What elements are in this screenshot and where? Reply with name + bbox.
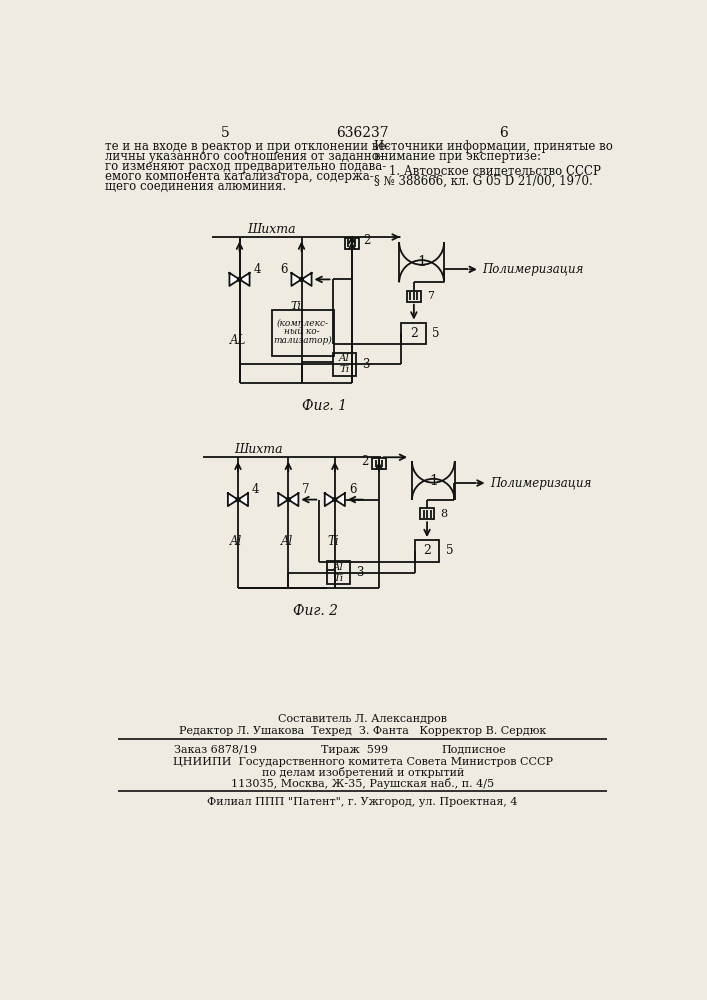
Text: Редактор Л. Ушакова  Техред  З. Фанта   Корректор В. Сердюк: Редактор Л. Ушакова Техред З. Фанта Корр… bbox=[179, 726, 547, 736]
Circle shape bbox=[300, 277, 303, 281]
Text: Составитель Л. Александров: Составитель Л. Александров bbox=[279, 714, 448, 724]
Bar bbox=[407, 291, 421, 302]
Text: 113035, Москва, Ж-35, Раушская наб., п. 4/5: 113035, Москва, Ж-35, Раушская наб., п. … bbox=[231, 778, 494, 789]
Text: 7: 7 bbox=[427, 291, 434, 301]
Text: 5: 5 bbox=[433, 327, 440, 340]
Text: го изменяют расход предварительно подава-: го изменяют расход предварительно подава… bbox=[105, 160, 387, 173]
Text: ный ко-: ный ко- bbox=[284, 327, 320, 336]
Text: 5: 5 bbox=[445, 544, 453, 557]
Text: AL: AL bbox=[230, 334, 246, 347]
Text: ЦНИИПИ  Государственного комитета Совета Министров СССР: ЦНИИПИ Государственного комитета Совета … bbox=[173, 757, 553, 767]
Polygon shape bbox=[279, 493, 288, 506]
Text: 8: 8 bbox=[440, 509, 448, 519]
Text: 6: 6 bbox=[349, 483, 356, 496]
Polygon shape bbox=[238, 493, 248, 506]
Text: емого компонента катализатора, содержа-: емого компонента катализатора, содержа- bbox=[105, 170, 374, 183]
Text: 1. Авторское свидетельство СССР: 1. Авторское свидетельство СССР bbox=[373, 165, 600, 178]
Bar bbox=[402, 323, 426, 344]
Text: 4: 4 bbox=[252, 483, 259, 496]
Text: Полимеризация: Полимеризация bbox=[490, 477, 591, 490]
Text: щего соединения алюминия.: щего соединения алюминия. bbox=[105, 180, 286, 193]
Bar bbox=[327, 561, 351, 584]
Text: 1: 1 bbox=[417, 255, 426, 269]
Text: Филиал ППП "Патент", г. Ужгород, ул. Проектная, 4: Филиал ППП "Патент", г. Ужгород, ул. Про… bbox=[207, 797, 518, 807]
Polygon shape bbox=[230, 273, 240, 286]
Polygon shape bbox=[240, 273, 250, 286]
Text: 2: 2 bbox=[361, 455, 368, 468]
Text: Al: Al bbox=[339, 354, 349, 363]
Text: 2: 2 bbox=[410, 327, 418, 340]
Polygon shape bbox=[288, 493, 298, 506]
Text: Полимеризация: Полимеризация bbox=[482, 263, 583, 276]
Bar bbox=[272, 310, 334, 356]
Text: 4: 4 bbox=[253, 263, 261, 276]
Polygon shape bbox=[335, 493, 345, 506]
Text: 3: 3 bbox=[362, 358, 370, 371]
Text: личны указанного соотношения от заданно-: личны указанного соотношения от заданно- bbox=[105, 150, 383, 163]
Text: 7: 7 bbox=[303, 483, 310, 496]
Circle shape bbox=[238, 277, 241, 281]
Text: Al: Al bbox=[333, 563, 344, 572]
Bar bbox=[414, 540, 440, 562]
Text: внимание при экспертизе:: внимание при экспертизе: bbox=[373, 150, 541, 163]
Text: Ti: Ti bbox=[291, 301, 301, 311]
Text: 636237: 636237 bbox=[337, 126, 389, 140]
Text: 3: 3 bbox=[356, 566, 364, 579]
Text: по делам изобретений и открытий: по делам изобретений и открытий bbox=[262, 767, 464, 778]
Polygon shape bbox=[291, 273, 301, 286]
Bar bbox=[372, 458, 386, 469]
Bar bbox=[332, 353, 356, 376]
Text: Фиг. 2: Фиг. 2 bbox=[293, 604, 338, 618]
Text: тализатор): тализатор) bbox=[273, 336, 332, 345]
Text: Ti: Ti bbox=[334, 574, 344, 583]
Text: Al: Al bbox=[281, 535, 293, 548]
Polygon shape bbox=[228, 493, 238, 506]
Text: Тираж  599: Тираж 599 bbox=[321, 745, 388, 755]
Text: Заказ 6878/19: Заказ 6878/19 bbox=[174, 745, 257, 755]
Polygon shape bbox=[301, 273, 312, 286]
Text: Источники информации, принятые во: Источники информации, принятые во bbox=[373, 140, 612, 153]
Text: 1: 1 bbox=[429, 474, 438, 488]
Text: 2: 2 bbox=[363, 234, 370, 247]
Text: 5: 5 bbox=[221, 126, 230, 140]
Text: § № 388666, кл. G 05 D 21/00, 1970.: § № 388666, кл. G 05 D 21/00, 1970. bbox=[373, 175, 592, 188]
Polygon shape bbox=[325, 493, 335, 506]
Text: Подписное: Подписное bbox=[441, 745, 506, 755]
Text: Ti: Ti bbox=[327, 535, 339, 548]
Text: Al: Al bbox=[230, 535, 243, 548]
Text: (комплекс-: (комплекс- bbox=[276, 319, 328, 328]
Text: Шихта: Шихта bbox=[247, 223, 296, 236]
Circle shape bbox=[236, 498, 240, 502]
Text: 6: 6 bbox=[498, 126, 508, 140]
Bar bbox=[420, 508, 434, 519]
Text: те и на входе в реактор и при отклонении ве-: те и на входе в реактор и при отклонении… bbox=[105, 140, 390, 153]
Text: Ti: Ti bbox=[339, 365, 349, 374]
Text: 6: 6 bbox=[280, 263, 288, 276]
Text: 2: 2 bbox=[423, 544, 431, 557]
Circle shape bbox=[286, 498, 291, 502]
Text: Фиг. 1: Фиг. 1 bbox=[303, 399, 347, 413]
Text: Шихта: Шихта bbox=[234, 443, 283, 456]
Bar bbox=[345, 238, 359, 249]
Circle shape bbox=[333, 498, 337, 502]
